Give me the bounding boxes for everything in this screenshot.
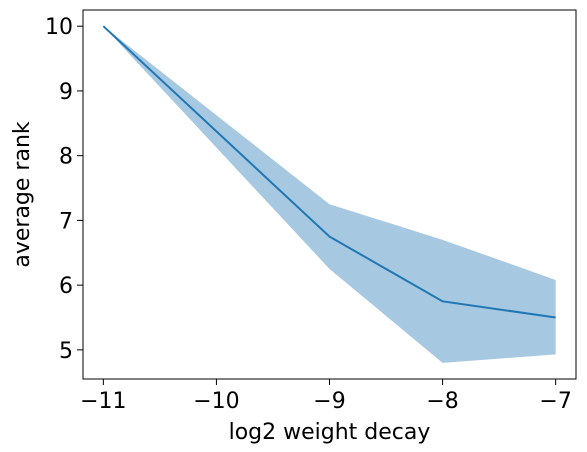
y-tick-label: 9 <box>59 80 73 105</box>
y-tick-label: 10 <box>45 15 73 40</box>
x-tick-label: −9 <box>313 389 345 414</box>
y-axis-label: average rank <box>10 121 35 268</box>
confidence-band <box>103 26 556 363</box>
x-tick-label: −11 <box>80 389 126 414</box>
y-tick-label: 8 <box>59 145 73 170</box>
x-tick-label: −8 <box>426 389 458 414</box>
series-line <box>102 25 556 319</box>
x-tick-label: −7 <box>539 389 571 414</box>
x-axis-ticks: −11 −10 −9 −8 −7 <box>80 379 572 414</box>
confidence-band-layer <box>103 26 556 363</box>
y-tick-label: 6 <box>59 274 73 299</box>
y-tick-label: 7 <box>59 209 73 234</box>
x-axis-label: log2 weight decay <box>229 420 431 445</box>
y-tick-label: 5 <box>59 339 73 364</box>
x-tick-label: −10 <box>193 389 239 414</box>
y-axis-ticks: 5 6 7 8 9 10 <box>45 15 83 364</box>
series-line-layer <box>102 25 556 319</box>
